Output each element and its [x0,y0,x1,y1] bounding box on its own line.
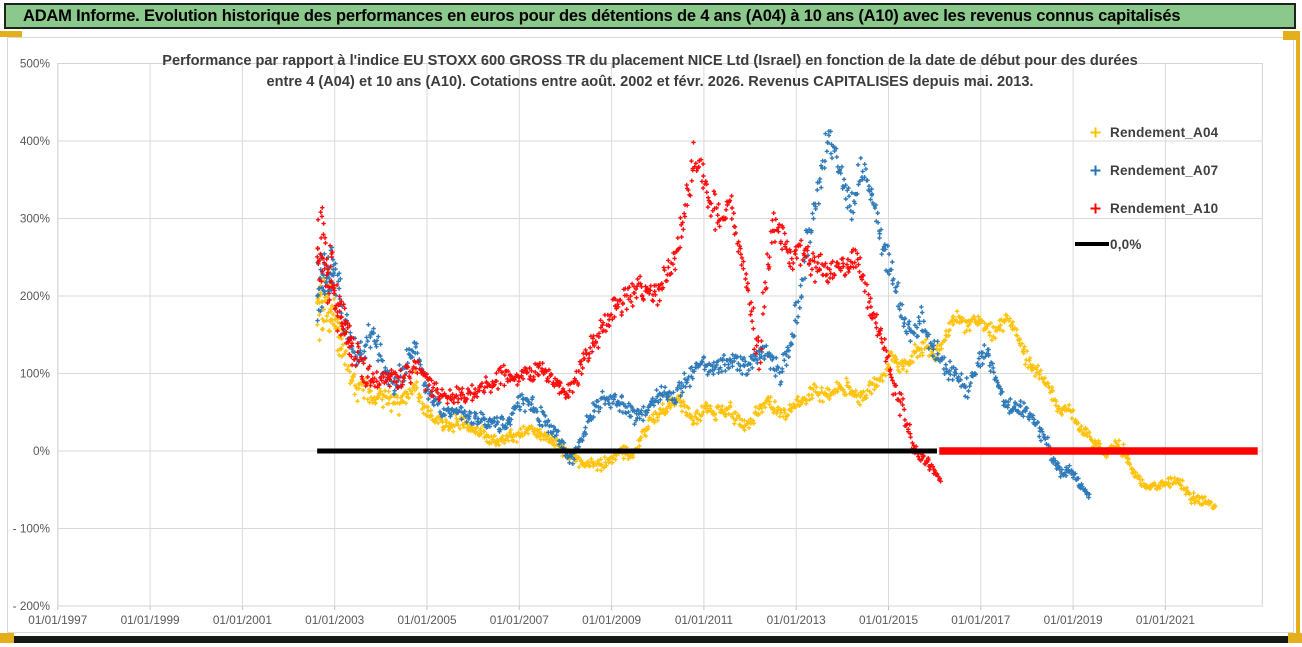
plus-marker-icon [1080,202,1110,215]
y-axis-tick-label: 500% [20,57,51,71]
zero-line-icon [1074,241,1110,247]
x-axis-tick-label: 01/01/2013 [767,613,826,627]
chart-title: Performance par rapport à l'indice EU ST… [150,51,1150,93]
gold-accent-top-left [0,31,22,37]
gold-accent-top-right [1283,31,1300,40]
gold-accent-right-strip [1296,40,1300,636]
gold-accent-bottom-right [1288,633,1302,643]
legend-label: Rendement_A10 [1110,200,1219,216]
legend-label: Rendement_A04 [1110,124,1219,140]
x-axis-tick-label: 01/01/2007 [490,613,549,627]
plot-border [57,63,1263,607]
bottom-border-bar [14,636,1288,643]
x-axis-tick-label: 01/01/2011 [675,613,733,627]
legend-item-rendement-a07[interactable]: Rendement_A07 [1080,160,1218,180]
x-axis-tick-label: 01/01/2015 [859,613,918,627]
legend-item-rendement-a04[interactable]: Rendement_A04 [1080,122,1218,142]
x-axis-tick-label: 01/01/2019 [1044,613,1103,627]
x-axis-tick-label: 01/01/1997 [28,613,87,627]
chart-title-line1: Performance par rapport à l'indice EU ST… [162,53,1138,69]
y-axis-tick-label: - 100% [13,522,51,536]
series-rendement_a10 [315,140,943,484]
chart-title-line2: entre 4 (A04) et 10 ans (A10). Cotations… [266,74,1034,90]
gold-accent-bottom-left [0,633,14,643]
plus-marker-icon [1080,126,1110,139]
y-axis-tick-label: - 200% [13,599,51,613]
y-axis-tick-label: 0% [33,444,51,458]
x-axis-tick-label: 01/01/1999 [121,613,180,627]
legend-item-rendement-a10[interactable]: Rendement_A10 [1080,198,1218,218]
x-axis-tick-label: 01/01/2021 [1136,613,1195,627]
y-axis-tick-label: 200% [20,289,51,303]
y-axis-tick-label: 100% [20,367,51,381]
x-axis-tick-label: 01/01/2001 [213,613,272,627]
chart-canvas [7,37,1294,633]
y-axis-tick-label: 400% [20,134,51,148]
legend-label: 0,0% [1110,236,1142,252]
x-axis-tick-label: 01/01/2003 [305,613,364,627]
app-banner: ADAM Informe. Evolution historique des p… [4,3,1296,29]
x-axis-tick-label: 01/01/2005 [397,613,456,627]
plus-marker-icon [1080,164,1110,177]
x-axis-tick-label: 01/01/2017 [951,613,1010,627]
banner-title: ADAM Informe. Evolution historique des p… [23,6,1181,25]
x-axis-tick-label: 01/01/2009 [582,613,641,627]
legend-item-zero-line[interactable]: 0,0% [1075,234,1142,254]
series-rendement_a04 [315,269,1218,511]
y-axis-tick-label: 300% [20,212,51,226]
legend-label: Rendement_A07 [1110,162,1219,178]
